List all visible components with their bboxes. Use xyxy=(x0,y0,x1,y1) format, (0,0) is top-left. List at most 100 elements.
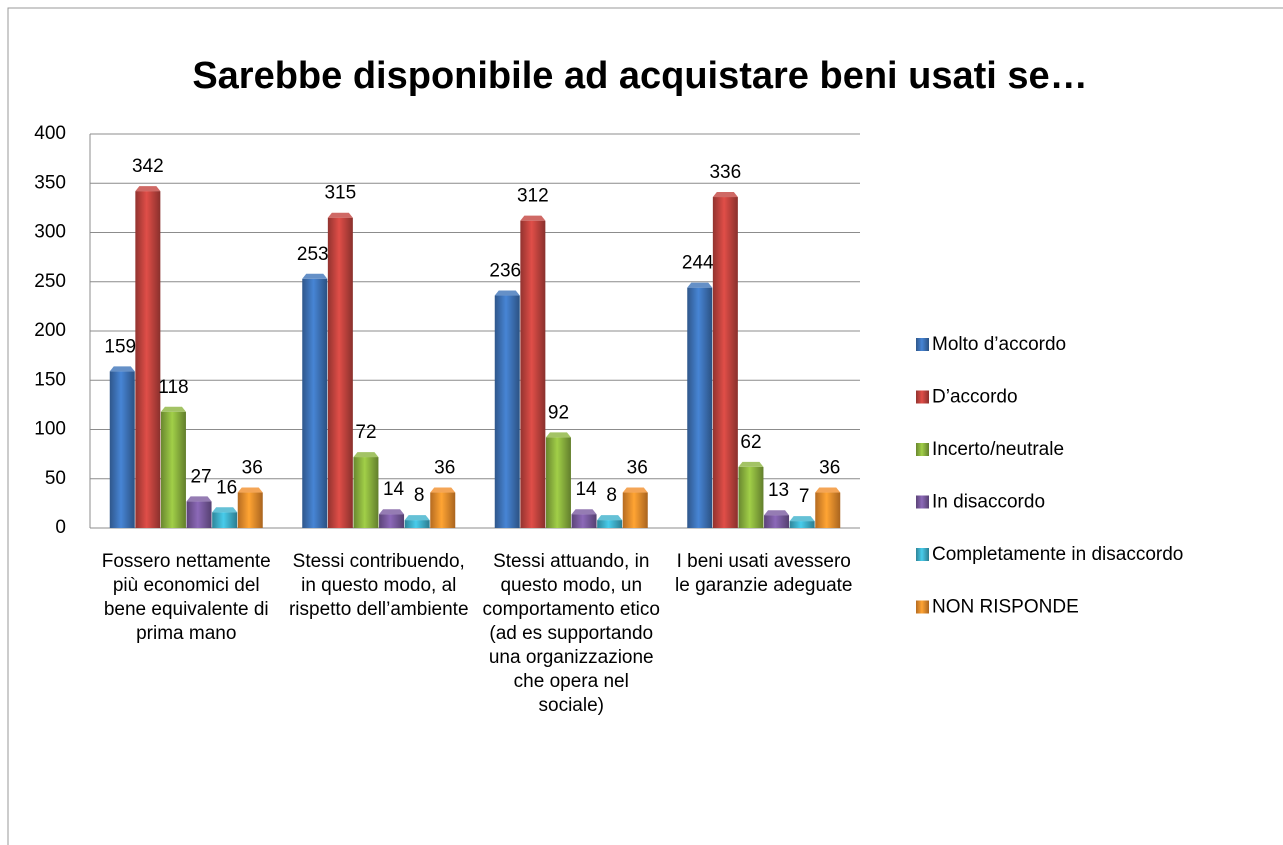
y-tick-label: 100 xyxy=(34,419,66,440)
data-label: 14 xyxy=(383,479,405,500)
bar-top xyxy=(789,516,815,522)
bar-top xyxy=(597,515,623,521)
data-label: 244 xyxy=(682,253,714,274)
bar-top xyxy=(494,290,520,296)
bar-top xyxy=(353,452,379,458)
data-label: 27 xyxy=(190,466,211,487)
legend-swatch xyxy=(916,338,929,351)
legend-label: Incerto/neutrale xyxy=(932,439,1064,460)
bar xyxy=(764,515,790,528)
data-label: 92 xyxy=(548,402,569,423)
y-tick-label: 150 xyxy=(34,369,66,390)
data-label: 16 xyxy=(216,477,237,498)
bar-top xyxy=(302,273,328,279)
bar xyxy=(494,295,520,528)
y-tick-label: 50 xyxy=(45,468,66,489)
bar-top xyxy=(571,509,597,515)
data-label: 62 xyxy=(740,432,761,453)
bar-top xyxy=(815,487,841,493)
bar xyxy=(597,520,623,528)
chart-title: Sarebbe disponibile ad acquistare beni u… xyxy=(192,55,1087,97)
bar-top xyxy=(160,406,186,412)
data-label: 8 xyxy=(606,485,617,506)
bar xyxy=(302,278,328,528)
legend-swatch xyxy=(916,548,929,561)
bar xyxy=(135,191,161,528)
y-tick-label: 400 xyxy=(34,123,66,144)
legend-swatch xyxy=(916,600,929,614)
bar-top xyxy=(135,186,161,192)
y-tick-label: 0 xyxy=(55,517,66,538)
bar-top xyxy=(212,507,238,513)
data-label: 36 xyxy=(627,458,648,479)
bar-top xyxy=(379,509,405,515)
bar xyxy=(327,217,353,528)
bar xyxy=(789,521,815,528)
data-label: 36 xyxy=(434,458,455,479)
data-label: 159 xyxy=(104,336,136,357)
bar xyxy=(571,514,597,528)
y-tick-label: 350 xyxy=(34,172,66,193)
bar-top xyxy=(237,487,263,493)
x-tick-label: I beni usati avessero le garanzie adegua… xyxy=(675,551,853,596)
data-label: 118 xyxy=(158,377,188,398)
bar-top xyxy=(545,432,571,438)
bar xyxy=(687,287,713,528)
legend-label: Completamente in disaccordo xyxy=(932,544,1183,565)
bar xyxy=(545,437,571,528)
bar-top xyxy=(430,487,456,493)
bar xyxy=(430,492,456,528)
bar-top xyxy=(738,461,764,467)
legend-label: In disaccordo xyxy=(932,492,1045,513)
bar xyxy=(379,514,405,528)
bar-top xyxy=(109,366,135,372)
data-label: 315 xyxy=(324,183,356,204)
legend-swatch xyxy=(916,390,929,404)
data-label: 336 xyxy=(709,162,741,183)
data-label: 8 xyxy=(414,485,425,506)
bar xyxy=(712,197,738,529)
bar xyxy=(353,457,379,528)
bar-top xyxy=(712,192,738,198)
legend-label: NON RISPONDE xyxy=(932,597,1079,618)
frame xyxy=(7,7,1283,845)
y-tick-label: 300 xyxy=(34,222,66,243)
bar-top xyxy=(327,212,353,218)
bar-top xyxy=(186,496,212,502)
bar xyxy=(404,520,430,528)
x-tick-label: Stessi attuando, in questo modo, un comp… xyxy=(482,551,660,716)
data-label: 36 xyxy=(819,458,840,479)
data-label: 236 xyxy=(489,261,521,282)
data-label: 312 xyxy=(517,186,549,207)
legend-label: D’accordo xyxy=(932,387,1018,408)
bar xyxy=(160,411,186,528)
x-tick-label: Stessi contribuendo, in questo modo, al … xyxy=(288,551,469,620)
data-label: 72 xyxy=(355,422,376,443)
legend-swatch xyxy=(916,495,929,509)
bar-top xyxy=(404,515,430,521)
data-label: 7 xyxy=(799,486,810,507)
bar xyxy=(738,466,764,528)
bar xyxy=(622,492,648,528)
bar-top xyxy=(622,487,648,493)
bar-top xyxy=(687,282,713,288)
bar xyxy=(815,492,841,528)
bar-top xyxy=(520,215,546,221)
legend-label: Molto d’accordo xyxy=(932,334,1066,355)
bar xyxy=(212,512,238,528)
x-tick-label: Fossero nettamente più economici del ben… xyxy=(101,551,271,644)
data-label: 13 xyxy=(768,480,789,501)
bar xyxy=(520,220,546,528)
legend-swatch xyxy=(916,443,929,456)
data-label: 36 xyxy=(242,458,263,479)
data-label: 14 xyxy=(575,479,597,500)
bar xyxy=(186,501,212,528)
y-tick-label: 200 xyxy=(34,320,66,341)
data-label: 253 xyxy=(297,244,329,265)
bar xyxy=(237,492,263,528)
bar-top xyxy=(764,510,790,516)
bar xyxy=(109,371,135,528)
y-tick-label: 250 xyxy=(34,271,66,292)
